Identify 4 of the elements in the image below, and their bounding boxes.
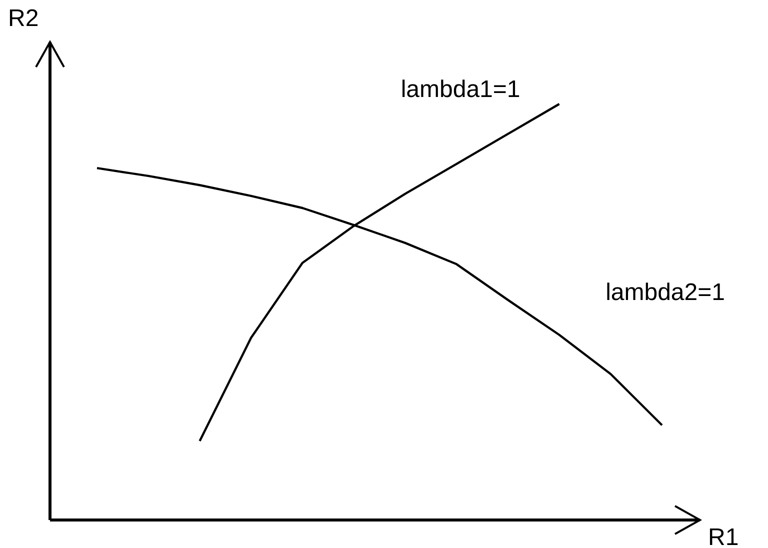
- x-axis-title: R1: [708, 524, 739, 548]
- text: lambda2=1: [606, 279, 725, 306]
- y-axis-title: R2: [8, 5, 39, 32]
- series-label: lambda1=1: [400, 76, 520, 103]
